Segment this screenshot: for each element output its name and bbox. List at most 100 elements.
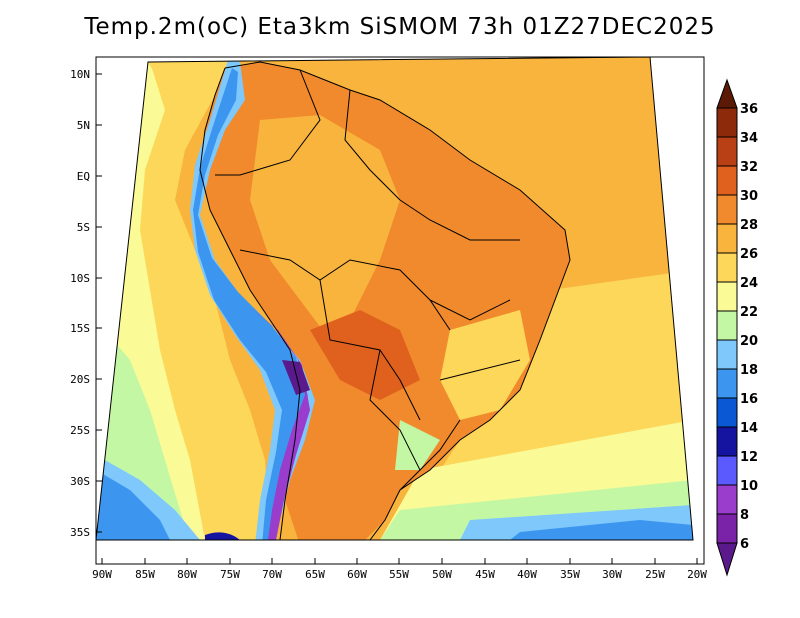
colorbar-label-36: 36 — [740, 102, 758, 117]
lon-label-50w: 50W — [432, 568, 452, 581]
lon-tick-35w: 35W — [560, 558, 580, 581]
colorbar-swatch-10-12 — [716, 455, 738, 486]
lat-tick-25s: 25S — [70, 424, 102, 437]
colorbar-label-26: 26 — [740, 247, 758, 262]
north-atlantic-band — [360, 57, 655, 110]
brazil-state-border-1 — [399, 199, 520, 241]
lat-label-20s: 20S — [70, 373, 90, 386]
chaco-hot — [310, 310, 420, 400]
lon-tick-90w: 90W — [92, 558, 112, 581]
lat-tick-5s: 5S — [77, 221, 102, 234]
temperature-field — [96, 57, 693, 540]
lon-label-70w: 70W — [262, 568, 282, 581]
colorbar-label-32: 32 — [740, 160, 758, 175]
lat-tick-10n: 10N — [70, 68, 102, 81]
colorbar-arrow-top — [716, 78, 738, 109]
brazil-state-border-4 — [419, 419, 461, 471]
colorbar: 36 34 32 30 28 26 24 22 20 18 16 14 12 1… — [716, 78, 758, 577]
colorbar-label-30: 30 — [740, 189, 758, 204]
lon-label-40w: 40W — [517, 568, 537, 581]
colorbar-swatch-22-24 — [716, 281, 738, 312]
lat-label-5n: 5N — [77, 119, 90, 132]
colorbar-swatch-6-8 — [716, 513, 738, 544]
lon-tick-30w: 30W — [602, 558, 622, 581]
colorbar-swatch-20-22 — [716, 310, 738, 341]
map-title: Temp.2m(oC) Eta3km SiSMOM 73h 01Z27DEC20… — [84, 14, 716, 40]
colorbar-swatch-12-14 — [716, 426, 738, 457]
southeast-brazil-mild — [440, 310, 530, 420]
colorbar-label-14: 14 — [740, 421, 758, 436]
lon-label-30w: 30W — [602, 568, 622, 581]
lon-label-75w: 75W — [220, 568, 240, 581]
lon-label-55w: 55W — [389, 568, 409, 581]
latitude-axis: 10N 5N EQ 5S 10S 15S 20S 25S — [70, 68, 102, 539]
lon-label-60w: 60W — [347, 568, 367, 581]
lat-tick-eq: EQ — [77, 170, 102, 183]
lon-label-45w: 45W — [475, 568, 495, 581]
colorbar-label-34: 34 — [740, 131, 758, 146]
colorbar-swatch-14-16 — [716, 397, 738, 428]
colorbar-label-18: 18 — [740, 363, 758, 378]
brazil-state-border-3 — [439, 359, 521, 381]
lat-label-35s: 35S — [70, 526, 90, 539]
south-brazil-cool — [395, 420, 440, 470]
lon-tick-85w: 85W — [135, 558, 155, 581]
lat-tick-20s: 20S — [70, 373, 102, 386]
lat-label-30s: 30S — [70, 475, 90, 488]
lon-tick-50w: 50W — [432, 558, 452, 581]
colorbar-label-28: 28 — [740, 218, 758, 233]
lon-label-35w: 35W — [560, 568, 580, 581]
south-atlantic-coldest — [510, 520, 693, 540]
colorbar-label-8: 8 — [740, 508, 749, 523]
lon-tick-80w: 80W — [177, 558, 197, 581]
amazon-interior — [250, 115, 400, 340]
plot-frame — [95, 56, 705, 565]
pacific-coastline — [199, 67, 301, 541]
lat-label-25s: 25S — [70, 424, 90, 437]
lon-tick-75w: 75W — [220, 558, 240, 581]
colorbar-label-24: 24 — [740, 276, 758, 291]
colorbar-label-22: 22 — [740, 305, 758, 320]
andes-coldest — [240, 300, 310, 540]
pacific-coldest-band — [96, 470, 170, 540]
colorbar-swatch-16-18 — [716, 368, 738, 399]
colorbar-swatch-32-34 — [716, 136, 738, 167]
lon-tick-20w: 20W — [687, 558, 707, 581]
lon-label-20w: 20W — [687, 568, 707, 581]
colombia-border — [215, 69, 321, 176]
domain-outline — [95, 56, 694, 541]
longitude-axis: 90W 85W 80W 75W 70W 65W 60W 55W 50W 45W … — [92, 558, 707, 581]
lon-label-85w: 85W — [135, 568, 155, 581]
colorbar-swatch-24-26 — [716, 252, 738, 283]
caribbean-band — [148, 60, 240, 110]
lat-tick-10s: 10S — [70, 272, 102, 285]
lat-label-10n: 10N — [70, 68, 90, 81]
colorbar-label-20: 20 — [740, 334, 758, 349]
lon-tick-25w: 25W — [645, 558, 665, 581]
lon-label-25w: 25W — [645, 568, 665, 581]
altiplano-coldest — [282, 360, 310, 395]
andes-cold — [193, 68, 308, 540]
argentina-border — [369, 349, 421, 491]
lon-tick-55w: 55W — [389, 558, 409, 581]
colorbar-label-6: 6 — [740, 537, 749, 552]
lat-label-5s: 5S — [77, 221, 90, 234]
colorbar-label-10: 10 — [740, 479, 758, 494]
lon-tick-70w: 70W — [262, 558, 282, 581]
colorbar-swatch-28-30 — [716, 194, 738, 225]
colorbar-swatch-30-32 — [716, 165, 738, 196]
lon-tick-65w: 65W — [305, 558, 325, 581]
lat-tick-5n: 5N — [77, 119, 102, 132]
lon-label-80w: 80W — [177, 568, 197, 581]
lat-label-eq: EQ — [77, 170, 90, 183]
lat-label-15s: 15S — [70, 322, 90, 335]
colorbar-label-12: 12 — [740, 450, 758, 465]
brazil-state-border-2 — [429, 299, 511, 321]
colorbar-arrow-bottom — [716, 542, 738, 577]
colorbar-swatch-26-28 — [716, 223, 738, 254]
country-borders — [199, 61, 571, 541]
colorbar-swatch-18-20 — [716, 339, 738, 370]
lon-label-90w: 90W — [92, 568, 112, 581]
lat-tick-35s: 35S — [70, 526, 102, 539]
